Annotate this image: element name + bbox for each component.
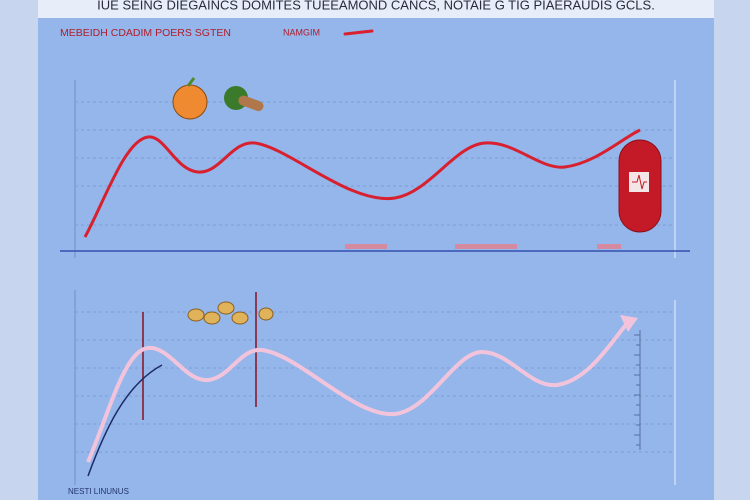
icon: [258, 307, 274, 321]
capsule-icon: [632, 174, 647, 190]
capsule-label: [629, 172, 649, 192]
pink-line: [86, 318, 632, 463]
panel: [38, 18, 714, 500]
icon: [172, 84, 208, 120]
ruler-ticks: [634, 334, 640, 446]
icon: [203, 311, 221, 325]
icon: [231, 311, 249, 325]
top-chart: [60, 77, 690, 258]
title: IUE SEING DIEGAINCS DOMITES TUEEAMOND CA…: [97, 0, 655, 12]
legend-label: MEBEIDH CDADIM POERS SGTEN: [60, 27, 231, 39]
icon: [217, 301, 235, 315]
marker: [455, 244, 517, 249]
icon: [187, 308, 205, 322]
red-line: [83, 128, 641, 238]
legend-swatch: [343, 29, 374, 36]
footer-label: NESTI LINUNUS: [68, 487, 129, 496]
arrow-head: [620, 315, 638, 332]
bottom-chart: NESTI LINUNUS: [68, 290, 676, 496]
title-bar: [38, 0, 714, 18]
icon: [186, 77, 196, 87]
marker: [345, 244, 387, 249]
legend-label: NAMGIM: [283, 27, 320, 37]
icon: [238, 95, 264, 112]
marker: [597, 244, 621, 249]
navy-line: [87, 364, 163, 477]
